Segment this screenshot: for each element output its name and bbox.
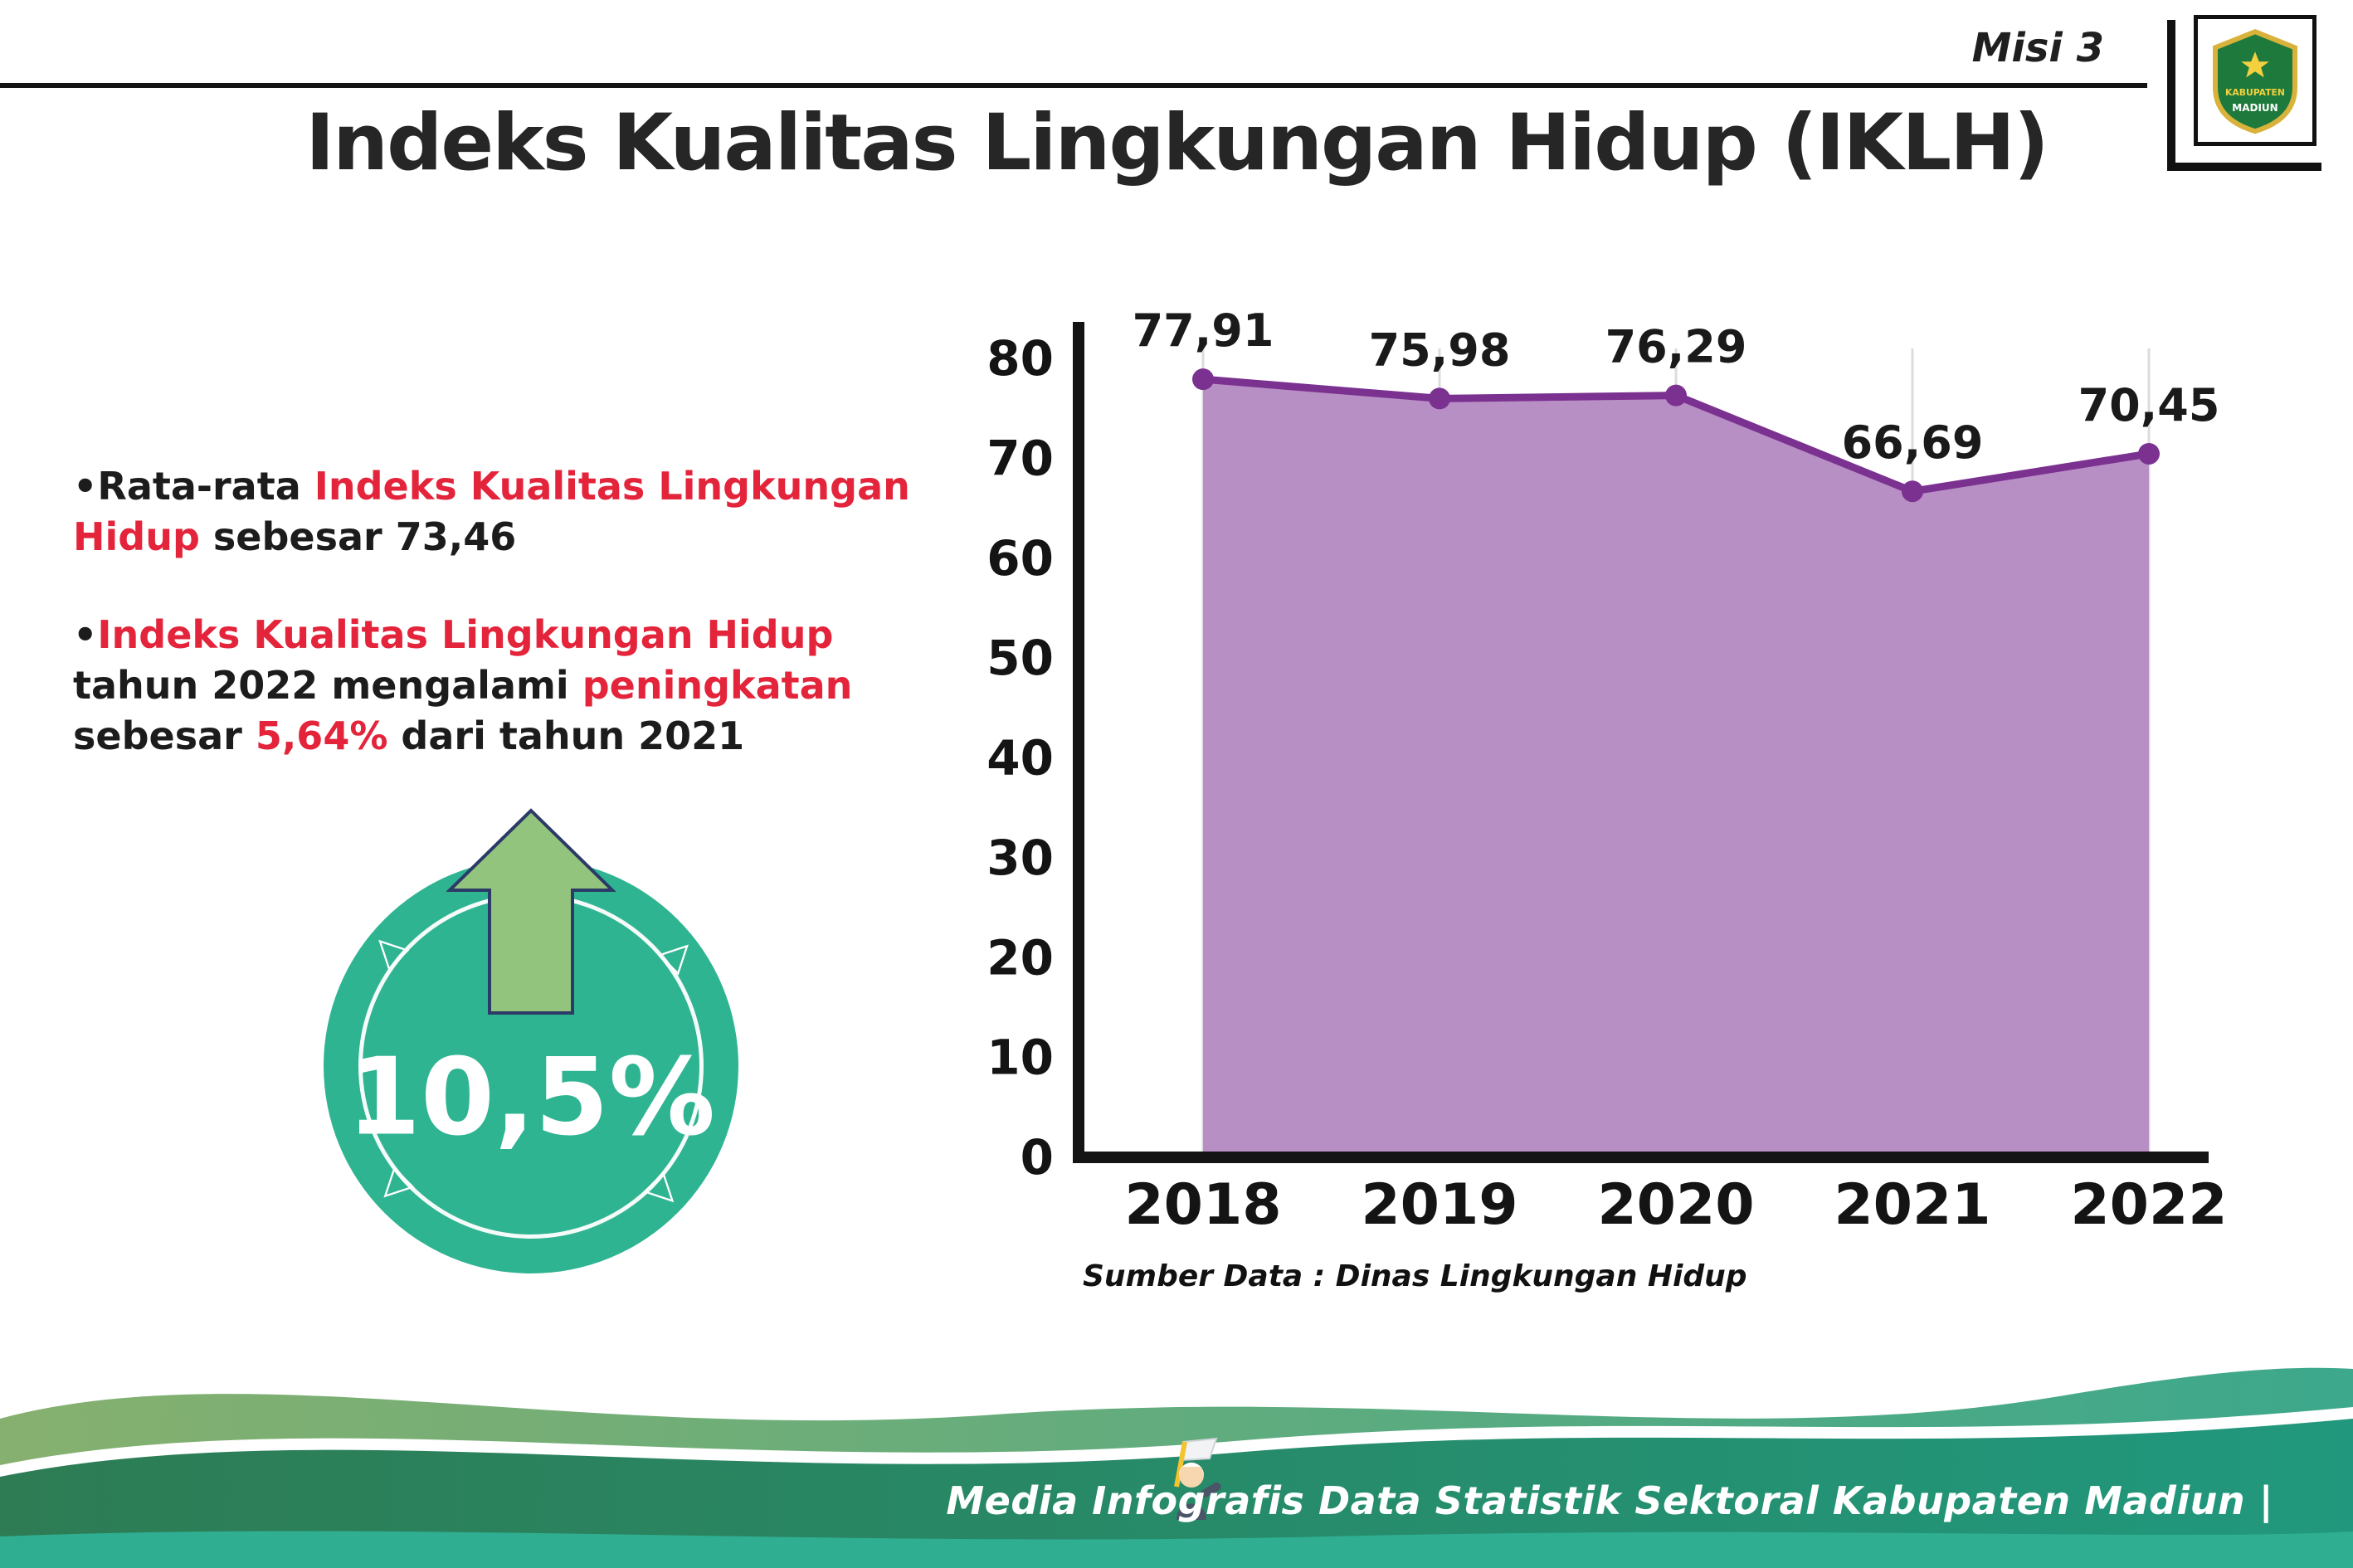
increase-badge: ▷ ▷ ▷ ▷ 10,5% — [324, 808, 738, 1273]
bullet2-mid-1: tahun 2022 mengalami — [73, 663, 582, 709]
misi-label: Misi 3 — [1971, 25, 2104, 71]
crest-icon: KABUPATEN MADIUN — [2213, 28, 2297, 134]
logo-bracket-vertical — [2167, 20, 2175, 171]
y-tick-label: 10 — [987, 1030, 1054, 1086]
arrow-up-icon — [446, 808, 616, 1015]
crest-line1: KABUPATEN — [2225, 87, 2285, 98]
y-tick-label: 80 — [987, 330, 1054, 387]
footer-wave — [0, 1367, 2353, 1568]
x-tick-label: 2019 — [1361, 1172, 1518, 1238]
x-tick-label: 2022 — [2070, 1172, 2227, 1238]
crest-star-icon — [2241, 51, 2269, 78]
footer-wave-main — [0, 1419, 2353, 1568]
bullet1-pre: Rata-rata — [97, 464, 314, 509]
footer-caption: Media Infografis Data Statistik Sektoral… — [946, 1478, 2273, 1523]
bullet-icon: • — [73, 464, 98, 509]
x-tick-label: 2018 — [1124, 1172, 1281, 1238]
summary-bullets: •Rata-rata Indeks Kualitas Lingkungan Hi… — [73, 461, 936, 810]
bullet1-post: sebesar 73,46 — [199, 514, 517, 559]
value-label: 66,69 — [1842, 416, 1984, 469]
x-tick-label: 2020 — [1597, 1172, 1754, 1238]
crest-line2: MADIUN — [2232, 102, 2277, 114]
footer-wave-bottom — [0, 1531, 2353, 1568]
data-point — [1665, 384, 1687, 407]
y-tick-label: 30 — [987, 830, 1054, 886]
bullet-increase-2022: •Indeks Kualitas Lingkungan Hidup tahun … — [73, 610, 936, 761]
y-tick-label: 20 — [987, 929, 1054, 986]
value-label: 77,91 — [1133, 304, 1274, 357]
y-tick-label: 50 — [987, 630, 1054, 686]
bullet2-highlight-2: peningkatan — [582, 663, 853, 709]
x-tick-label: 2021 — [1834, 1172, 1990, 1238]
y-tick-label: 60 — [987, 530, 1054, 587]
crest-shield — [2213, 28, 2297, 134]
value-label: 75,98 — [1369, 324, 1511, 376]
data-point — [1902, 480, 1923, 503]
bullet2-highlight-1: Indeks Kualitas Lingkungan Hidup — [97, 612, 834, 658]
data-point — [1429, 387, 1450, 410]
value-label: 70,45 — [2078, 379, 2220, 431]
kabupaten-madiun-logo: KABUPATEN MADIUN — [2194, 15, 2316, 146]
y-tick-label: 0 — [1021, 1129, 1054, 1186]
header-divider — [0, 83, 2147, 88]
bullet2-mid-2: sebesar — [73, 713, 256, 758]
y-tick-label: 70 — [987, 430, 1054, 486]
data-point — [2138, 442, 2160, 465]
area-fill — [1203, 379, 2149, 1157]
bullet1-highlight: Indeks Kualitas Lingkungan Hidup — [73, 464, 910, 559]
data-point — [1192, 368, 1214, 391]
chart-source: Sumber Data : Dinas Lingkungan Hidup — [1083, 1259, 1747, 1293]
mascot-icon — [1174, 1437, 1221, 1520]
bullet2-highlight-3: 5,64% — [255, 713, 388, 758]
bullet-average-iklh: •Rata-rata Indeks Kualitas Lingkungan Hi… — [73, 461, 936, 562]
logo-bracket-horizontal — [2167, 163, 2321, 171]
iklh-chart: 77,91 75,98 76,29 66,69 70,45 0 10 20 30 40 50 60 70… — [954, 274, 2282, 1311]
value-label: 76,29 — [1605, 321, 1747, 373]
bullet2-post: dari tahun 2021 — [387, 713, 745, 758]
page-title: Indeks Kualitas Lingkungan Hidup (IKLH) — [305, 98, 2049, 188]
iklh-chart-svg: 77,91 75,98 76,29 66,69 70,45 0 10 20 30 40 50 60 70… — [987, 304, 2227, 1238]
y-tick-label: 40 — [987, 730, 1054, 786]
bullet-icon: • — [73, 612, 98, 658]
badge-value: 10,5% — [346, 1035, 716, 1160]
